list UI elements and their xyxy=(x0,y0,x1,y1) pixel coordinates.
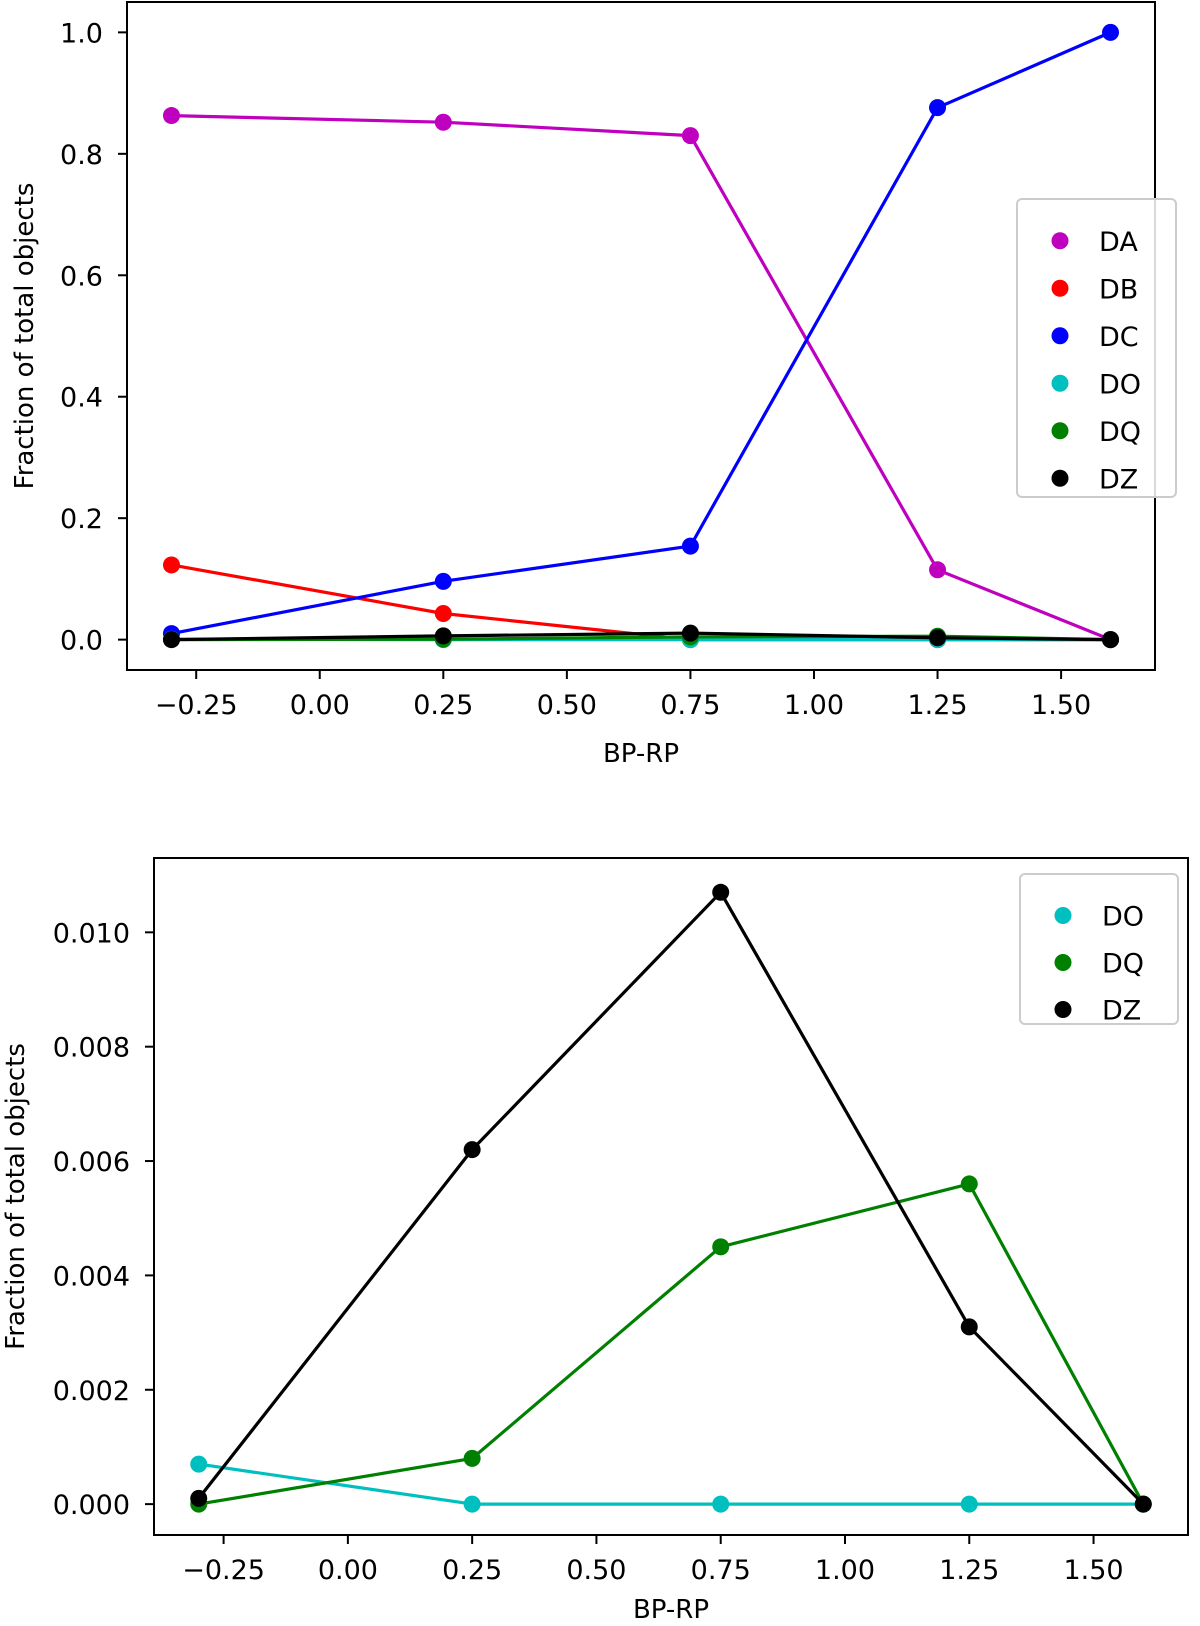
legend-marker-dq xyxy=(1051,422,1069,440)
series-line-do xyxy=(198,1462,1144,1506)
data-point-dz xyxy=(681,624,699,642)
series-dq xyxy=(190,1175,1152,1513)
y-tick-label: 0.004 xyxy=(53,1261,130,1292)
x-tick-label: 0.00 xyxy=(318,1555,378,1586)
y-axis-label: Fraction of total objects xyxy=(1,1043,31,1350)
series-dz xyxy=(162,624,1120,649)
data-point-dz xyxy=(434,627,452,645)
legend-marker-do xyxy=(1051,374,1069,392)
legend-marker-do xyxy=(1054,907,1072,924)
x-tick-label: 0.50 xyxy=(537,690,597,721)
y-tick-label: 0.006 xyxy=(53,1147,130,1178)
x-tick-label: 1.00 xyxy=(815,1555,875,1586)
series-dc xyxy=(162,23,1120,643)
data-point-dz xyxy=(190,1489,208,1507)
data-point-dz xyxy=(1134,1495,1152,1513)
data-point-dc xyxy=(434,572,452,590)
data-point-do xyxy=(190,1455,208,1473)
y-tick-label: 0.6 xyxy=(60,261,103,292)
chart-2: −0.25 0.00 0.25 0.50 0.75 1.00 1.25 1.50 0.000 0.… xyxy=(1,857,1189,1625)
legend: DA DB DC DO DQ DZ xyxy=(1016,198,1177,498)
legend-label-do: DO xyxy=(1102,902,1144,933)
x-tick-label: 0.25 xyxy=(413,690,473,721)
legend-marker-da xyxy=(1051,232,1069,250)
y-tick-label: 0.2 xyxy=(60,504,103,535)
series-dz xyxy=(190,883,1152,1513)
x-tick-label: 1.50 xyxy=(1031,690,1091,721)
series-line-dz xyxy=(197,890,1145,1506)
x-tick-label: 1.25 xyxy=(939,1555,999,1586)
legend-marker-dq xyxy=(1054,954,1072,971)
data-point-dz xyxy=(463,1141,481,1159)
legend-label-da: DA xyxy=(1099,227,1138,258)
data-point-dc xyxy=(681,537,699,555)
data-point-da xyxy=(681,127,699,145)
legend-marker-dz xyxy=(1051,469,1069,487)
data-point-dz xyxy=(1102,631,1120,649)
series-line-dc xyxy=(171,30,1112,636)
x-tick-label: 0.75 xyxy=(691,1555,751,1586)
data-point-do xyxy=(712,1495,730,1513)
legend-label-dc: DC xyxy=(1099,322,1139,353)
series-line-dq xyxy=(198,1182,1145,1506)
y-tick-label: 0.000 xyxy=(53,1490,130,1521)
legend: DO DQ DZ xyxy=(1019,873,1179,1027)
legend-label-db: DB xyxy=(1099,274,1138,305)
data-point-da xyxy=(162,107,180,125)
x-tick-label: 0.25 xyxy=(442,1555,502,1586)
x-tick-label: 0.50 xyxy=(566,1555,626,1586)
series-do xyxy=(190,1455,1152,1513)
y-tick-label: 0.008 xyxy=(53,1033,130,1064)
y-tick-label: 0.010 xyxy=(53,918,130,949)
x-tick-label: 1.00 xyxy=(784,690,844,721)
data-point-dz xyxy=(929,629,947,647)
data-point-dq xyxy=(960,1175,978,1193)
legend-label-dq: DQ xyxy=(1102,949,1144,980)
legend-label-dz: DZ xyxy=(1102,996,1141,1027)
data-point-da xyxy=(929,561,947,579)
legend-label-dz: DZ xyxy=(1099,464,1138,495)
data-point-dz xyxy=(162,631,180,649)
data-point-dq xyxy=(463,1449,481,1467)
x-tick-label: 0.75 xyxy=(660,690,720,721)
series-line-da xyxy=(171,114,1112,642)
x-tick-label: 1.25 xyxy=(907,690,967,721)
legend-marker-db xyxy=(1051,279,1069,297)
data-point-db xyxy=(434,605,452,623)
data-point-da xyxy=(434,113,452,131)
x-tick-label: 0.00 xyxy=(290,690,350,721)
x-tick-label: −0.25 xyxy=(182,1555,265,1586)
data-point-db xyxy=(162,556,180,574)
legend-box xyxy=(1019,873,1179,1025)
y-axis-label: Fraction of total objects xyxy=(10,183,40,490)
legend-label-do: DO xyxy=(1099,369,1141,400)
series-line-db xyxy=(171,563,1111,642)
legend-label-dq: DQ xyxy=(1099,417,1141,448)
y-tick-label: 1.0 xyxy=(60,18,103,49)
data-point-dz xyxy=(712,883,730,901)
data-point-do xyxy=(463,1495,481,1513)
legend-box xyxy=(1016,198,1177,498)
data-point-dc xyxy=(1102,23,1120,41)
data-point-dq xyxy=(712,1238,730,1256)
x-tick-label: 1.50 xyxy=(1063,1555,1123,1586)
data-point-dz xyxy=(960,1318,978,1336)
legend-marker-dc xyxy=(1051,327,1069,345)
data-point-dc xyxy=(929,99,947,117)
x-tick-label: −0.25 xyxy=(155,690,238,721)
axes-frame xyxy=(126,1,1156,671)
y-tick-label: 0.4 xyxy=(60,383,103,414)
x-axis-label: BP-RP xyxy=(633,1595,709,1625)
x-axis-label: BP-RP xyxy=(603,739,679,769)
data-point-do xyxy=(960,1495,978,1513)
chart-1: −0.25 0.00 0.25 0.50 0.75 1.00 1.25 1.50 0.0 0.2 0… xyxy=(10,1,1177,769)
y-tick-label: 0.8 xyxy=(60,140,103,171)
y-tick-label: 0.0 xyxy=(60,626,103,657)
legend-marker-dz xyxy=(1054,1001,1072,1018)
y-tick-label: 0.002 xyxy=(53,1376,130,1407)
series-da xyxy=(162,107,1120,649)
axes-frame xyxy=(153,857,1189,1536)
